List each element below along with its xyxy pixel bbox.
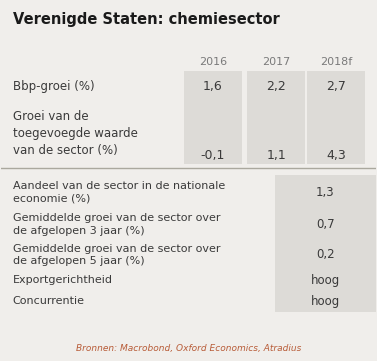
- FancyBboxPatch shape: [184, 71, 242, 102]
- Text: 2,7: 2,7: [326, 80, 346, 93]
- FancyBboxPatch shape: [307, 102, 365, 164]
- Text: Groei van de
toegevoegde waarde
van de sector (%): Groei van de toegevoegde waarde van de s…: [12, 109, 138, 157]
- FancyBboxPatch shape: [274, 175, 375, 209]
- FancyBboxPatch shape: [184, 102, 242, 164]
- Text: Verenigde Staten: chemiesector: Verenigde Staten: chemiesector: [12, 12, 279, 27]
- Text: 2017: 2017: [262, 57, 291, 67]
- Text: hoog: hoog: [311, 295, 340, 308]
- FancyBboxPatch shape: [274, 270, 375, 291]
- Text: Concurrentie: Concurrentie: [12, 296, 84, 306]
- FancyBboxPatch shape: [274, 240, 375, 270]
- Text: hoog: hoog: [311, 274, 340, 287]
- Text: 1,1: 1,1: [267, 149, 286, 162]
- Text: Exportgerichtheid: Exportgerichtheid: [12, 275, 113, 286]
- Text: Gemiddelde groei van de sector over
de afgelopen 3 jaar (%): Gemiddelde groei van de sector over de a…: [12, 213, 220, 236]
- FancyBboxPatch shape: [307, 71, 365, 102]
- Text: -0,1: -0,1: [201, 149, 225, 162]
- Text: Gemiddelde groei van de sector over
de afgelopen 5 jaar (%): Gemiddelde groei van de sector over de a…: [12, 244, 220, 266]
- Text: Aandeel van de sector in de nationale
economie (%): Aandeel van de sector in de nationale ec…: [12, 181, 225, 203]
- Text: Bbp-groei (%): Bbp-groei (%): [12, 80, 94, 93]
- FancyBboxPatch shape: [247, 71, 305, 102]
- Text: 0,2: 0,2: [316, 248, 334, 261]
- Text: 4,3: 4,3: [326, 149, 346, 162]
- FancyBboxPatch shape: [274, 209, 375, 240]
- Text: 1,6: 1,6: [203, 80, 223, 93]
- FancyBboxPatch shape: [247, 102, 305, 164]
- FancyBboxPatch shape: [274, 291, 375, 312]
- Text: 0,7: 0,7: [316, 218, 334, 231]
- Text: 1,3: 1,3: [316, 186, 334, 199]
- Text: Bronnen: Macrobond, Oxford Economics, Atradius: Bronnen: Macrobond, Oxford Economics, At…: [76, 344, 301, 353]
- Text: 2,2: 2,2: [267, 80, 286, 93]
- Text: 2018f: 2018f: [320, 57, 352, 67]
- Text: 2016: 2016: [199, 57, 227, 67]
